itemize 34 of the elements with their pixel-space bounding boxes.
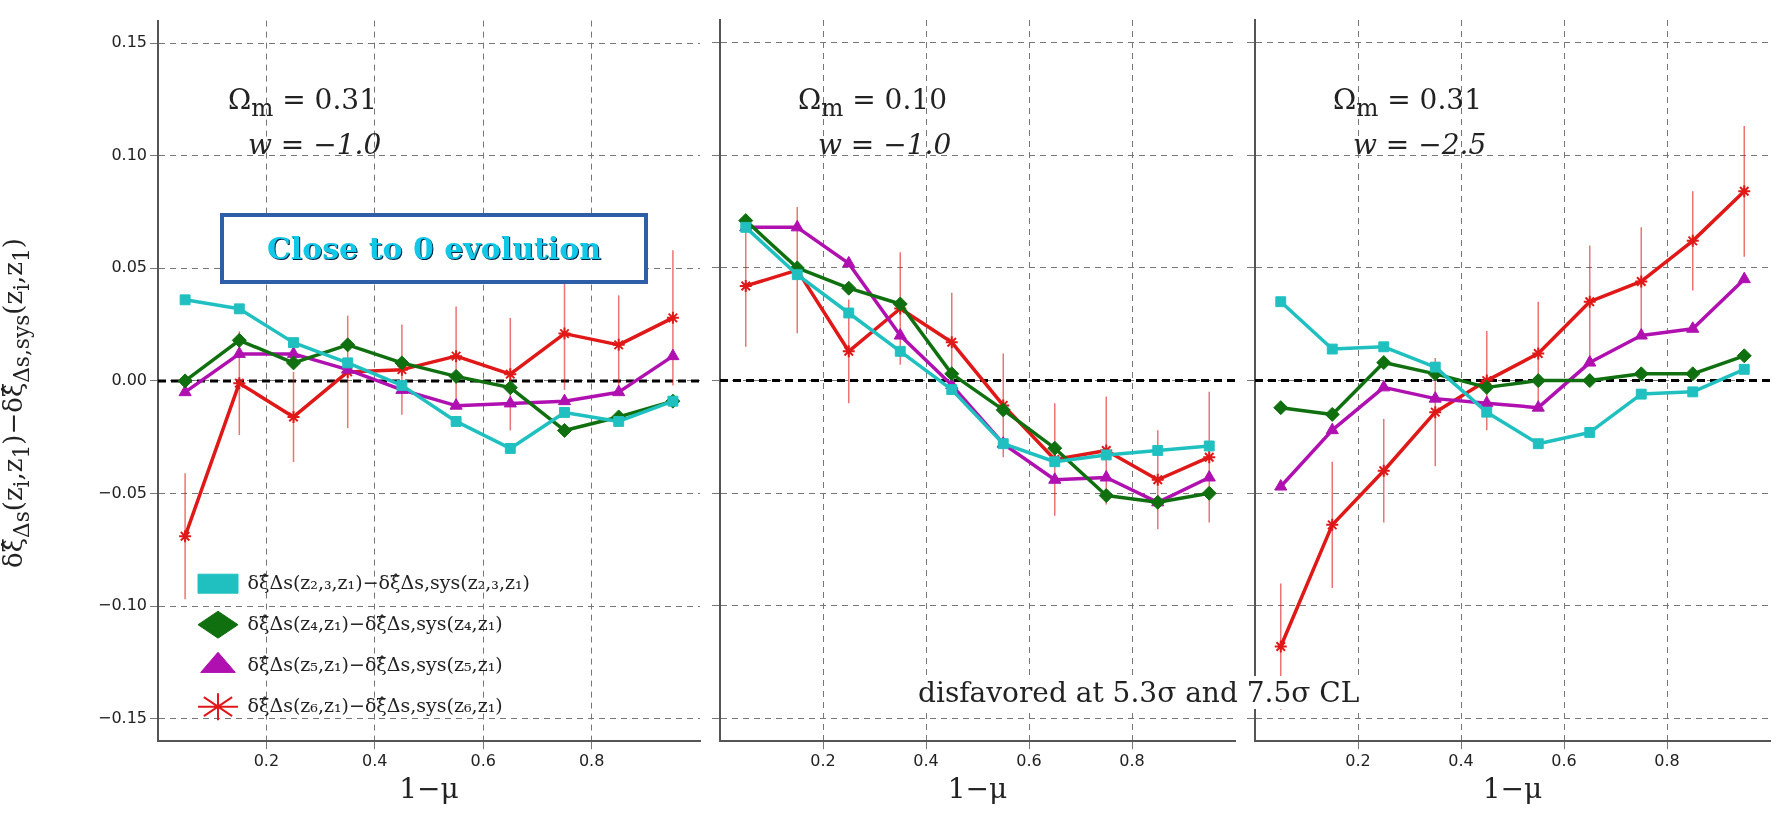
annotation: Ω$_{m}$ = 0.10 xyxy=(798,83,947,122)
x-tick-label: 0.8 xyxy=(578,750,605,770)
legend-label: δξ̂Δs(z₂,₃,z₁)−δξ̂Δs,sys(z₂,₃,z₁) xyxy=(247,570,530,593)
x-tick-label: 0.6 xyxy=(1551,750,1577,770)
legend-label: δξ̂Δs(z₄,z₁)−δξ̂Δs,sys(z₄,z₁) xyxy=(247,611,503,634)
x-tick-label: 0.4 xyxy=(913,750,939,770)
x-tick-label: 0.2 xyxy=(1345,750,1371,770)
x-tick-label: 0.8 xyxy=(1119,750,1145,770)
legend-label: δξ̂Δs(z₅,z₁)−δξ̂Δs,sys(z₅,z₁) xyxy=(247,652,503,675)
annotation: Ω$_{m}$ = 0.31 xyxy=(1333,83,1482,122)
annotation: w = −2.5 xyxy=(1353,128,1487,161)
y-tick-label: 0.15 xyxy=(111,32,147,52)
x-tick-label: 0.4 xyxy=(362,750,388,770)
y-tick-label: −0.10 xyxy=(97,595,147,615)
x-tick-label: 0.2 xyxy=(810,750,836,770)
x-axis-title: 1−μ xyxy=(1482,772,1543,806)
annotation: w = −1.0 xyxy=(818,128,952,161)
legend-label: δξ̂Δs(z₆,z₁)−δξ̂Δs,sys(z₆,z₁) xyxy=(247,693,503,716)
annotation: disfavored at 5.3σ and 7.5σ CL xyxy=(918,676,1360,709)
x-tick-label: 0.6 xyxy=(470,750,496,770)
y-tick-label: 0.00 xyxy=(111,370,147,390)
annotation: Close to 0 evolution xyxy=(220,213,648,284)
y-tick-label: 0.05 xyxy=(111,257,147,277)
x-tick-label: 0.8 xyxy=(1654,750,1680,770)
x-axis-title: 1−μ xyxy=(947,772,1008,806)
x-tick-label: 0.2 xyxy=(253,750,280,770)
x-tick-label: 0.4 xyxy=(1448,750,1474,770)
annotation: w = −1.0 xyxy=(248,128,382,161)
y-tick-label: −0.15 xyxy=(97,707,147,727)
y-tick-label: 0.10 xyxy=(111,144,147,164)
x-axis-title: 1−μ xyxy=(399,772,459,806)
annotation: Ω$_{m}$ = 0.31 xyxy=(228,83,377,122)
y-tick-label: −0.05 xyxy=(97,482,147,502)
x-tick-label: 0.6 xyxy=(1016,750,1042,770)
